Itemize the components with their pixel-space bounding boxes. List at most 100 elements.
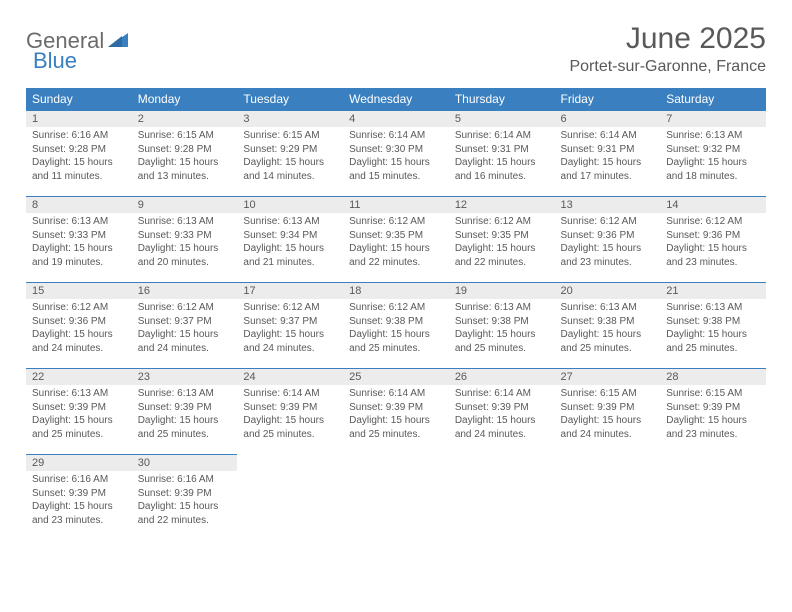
daylight-text: Daylight: 15 hours and 24 minutes.: [455, 414, 549, 441]
day-cell: 1 Sunrise: 6:16 AMSunset: 9:28 PMDaylight…: [26, 110, 132, 196]
sunset-text: Sunset: 9:33 PM: [32, 229, 126, 243]
weekday-header-row: Sunday Monday Tuesday Wednesday Thursday…: [26, 88, 766, 110]
sunset-text: Sunset: 9:28 PM: [138, 143, 232, 157]
day-cell: 19Sunrise: 6:13 AMSunset: 9:38 PMDayligh…: [449, 282, 555, 368]
day-number: 20: [555, 282, 661, 299]
sunrise-text: Sunrise: 6:14 AM: [455, 129, 549, 143]
day-number: 11: [343, 196, 449, 213]
day-info: Sunrise: 6:14 AMSunset: 9:31 PMDaylight:…: [561, 129, 655, 183]
sunrise-text: Sunrise: 6:13 AM: [138, 387, 232, 401]
sunset-text: Sunset: 9:28 PM: [32, 143, 126, 157]
day-number: 5: [449, 110, 555, 127]
daylight-text: Daylight: 15 hours and 25 minutes.: [561, 328, 655, 355]
day-cell: 29 Sunrise: 6:16 AMSunset: 9:39 PMDayligh…: [26, 454, 132, 540]
day-number: 27: [555, 368, 661, 385]
day-cell: 30Sunrise: 6:16 AMSunset: 9:39 PMDayligh…: [132, 454, 238, 540]
day-cell: 6Sunrise: 6:14 AMSunset: 9:31 PMDaylight…: [555, 110, 661, 196]
sunrise-text: Sunrise: 6:12 AM: [243, 301, 337, 315]
daylight-text: Daylight: 15 hours and 17 minutes.: [561, 156, 655, 183]
week-row: 15Sunrise: 6:12 AMSunset: 9:36 PMDayligh…: [26, 282, 766, 368]
daylight-text: Daylight: 15 hours and 15 minutes.: [349, 156, 443, 183]
sunset-text: Sunset: 9:39 PM: [349, 401, 443, 415]
day-cell: 27Sunrise: 6:15 AMSunset: 9:39 PMDayligh…: [555, 368, 661, 454]
day-info: Sunrise: 6:13 AMSunset: 9:38 PMDaylight:…: [455, 301, 549, 355]
daylight-text: Daylight: 15 hours and 24 minutes.: [138, 328, 232, 355]
sunset-text: Sunset: 9:30 PM: [349, 143, 443, 157]
daylight-text: Daylight: 15 hours and 22 minutes.: [455, 242, 549, 269]
day-cell: 21Sunrise: 6:13 AMSunset: 9:38 PMDayligh…: [660, 282, 766, 368]
day-cell: [343, 454, 449, 540]
sunset-text: Sunset: 9:35 PM: [455, 229, 549, 243]
daylight-text: Daylight: 15 hours and 25 minutes.: [243, 414, 337, 441]
day-info: Sunrise: 6:15 AMSunset: 9:39 PMDaylight:…: [666, 387, 760, 441]
daylight-text: Daylight: 15 hours and 19 minutes.: [32, 242, 126, 269]
sunrise-text: Sunrise: 6:15 AM: [138, 129, 232, 143]
week-row: 22Sunrise: 6:13 AMSunset: 9:39 PMDayligh…: [26, 368, 766, 454]
sunrise-text: Sunrise: 6:15 AM: [666, 387, 760, 401]
daylight-text: Daylight: 15 hours and 24 minutes.: [32, 328, 126, 355]
day-info: Sunrise: 6:12 AMSunset: 9:35 PMDaylight:…: [349, 215, 443, 269]
day-info: Sunrise: 6:13 AMSunset: 9:38 PMDaylight:…: [666, 301, 760, 355]
day-info: Sunrise: 6:13 AMSunset: 9:33 PMDaylight:…: [138, 215, 232, 269]
sunrise-text: Sunrise: 6:13 AM: [666, 301, 760, 315]
day-number: 10: [237, 196, 343, 213]
daylight-text: Daylight: 15 hours and 18 minutes.: [666, 156, 760, 183]
sunrise-text: Sunrise: 6:13 AM: [666, 129, 760, 143]
day-number: 24: [237, 368, 343, 385]
day-number: 14: [660, 196, 766, 213]
sunrise-text: Sunrise: 6:13 AM: [243, 215, 337, 229]
sunset-text: Sunset: 9:37 PM: [138, 315, 232, 329]
day-info: Sunrise: 6:12 AMSunset: 9:37 PMDaylight:…: [138, 301, 232, 355]
sunset-text: Sunset: 9:39 PM: [138, 487, 232, 501]
day-cell: 20 Sunrise: 6:13 AMSunset: 9:38 PMDayligh…: [555, 282, 661, 368]
sunset-text: Sunset: 9:38 PM: [666, 315, 760, 329]
day-cell: 26Sunrise: 6:14 AMSunset: 9:39 PMDayligh…: [449, 368, 555, 454]
day-cell: 10 Sunrise: 6:13 AMSunset: 9:34 PMDayligh…: [237, 196, 343, 282]
logo-word-2: Blue: [33, 48, 77, 73]
daylight-text: Daylight: 15 hours and 25 minutes.: [349, 414, 443, 441]
sunset-text: Sunset: 9:36 PM: [561, 229, 655, 243]
location: Portet-sur-Garonne, France: [569, 58, 766, 76]
day-number: 1: [26, 110, 132, 127]
day-cell: 16 Sunrise: 6:12 AMSunset: 9:37 PMDayligh…: [132, 282, 238, 368]
sunrise-text: Sunrise: 6:16 AM: [32, 473, 126, 487]
day-cell: 3Sunrise: 6:15 AMSunset: 9:29 PMDaylight…: [237, 110, 343, 196]
daylight-text: Daylight: 15 hours and 23 minutes.: [666, 242, 760, 269]
sunrise-text: Sunrise: 6:12 AM: [32, 301, 126, 315]
day-cell: 4Sunrise: 6:14 AMSunset: 9:30 PMDaylight…: [343, 110, 449, 196]
sunset-text: Sunset: 9:31 PM: [455, 143, 549, 157]
day-info: Sunrise: 6:14 AMSunset: 9:39 PMDaylight:…: [349, 387, 443, 441]
day-cell: 25Sunrise: 6:14 AMSunset: 9:39 PMDayligh…: [343, 368, 449, 454]
day-info: Sunrise: 6:16 AMSunset: 9:28 PMDaylight:…: [32, 129, 126, 183]
daylight-text: Daylight: 15 hours and 14 minutes.: [243, 156, 337, 183]
day-number: 7: [660, 110, 766, 127]
day-cell: 28Sunrise: 6:15 AMSunset: 9:39 PMDayligh…: [660, 368, 766, 454]
day-info: Sunrise: 6:16 AMSunset: 9:39 PMDaylight:…: [32, 473, 126, 527]
day-cell: 8Sunrise: 6:13 AMSunset: 9:33 PMDaylight…: [26, 196, 132, 282]
sunset-text: Sunset: 9:39 PM: [666, 401, 760, 415]
sunset-text: Sunset: 9:39 PM: [561, 401, 655, 415]
day-cell: 13Sunrise: 6:12 AMSunset: 9:36 PMDayligh…: [555, 196, 661, 282]
col-sunday: Sunday: [26, 88, 132, 110]
daylight-text: Daylight: 15 hours and 23 minutes.: [32, 500, 126, 527]
day-info: Sunrise: 6:12 AMSunset: 9:38 PMDaylight:…: [349, 301, 443, 355]
sunset-text: Sunset: 9:39 PM: [138, 401, 232, 415]
day-info: Sunrise: 6:13 AMSunset: 9:38 PMDaylight:…: [561, 301, 655, 355]
sunset-text: Sunset: 9:34 PM: [243, 229, 337, 243]
day-info: Sunrise: 6:12 AMSunset: 9:36 PMDaylight:…: [666, 215, 760, 269]
day-number: 12: [449, 196, 555, 213]
sunrise-text: Sunrise: 6:13 AM: [32, 387, 126, 401]
day-number: 29: [26, 454, 132, 471]
sunrise-text: Sunrise: 6:12 AM: [349, 301, 443, 315]
daylight-text: Daylight: 15 hours and 20 minutes.: [138, 242, 232, 269]
day-number: 17: [237, 282, 343, 299]
day-info: Sunrise: 6:13 AMSunset: 9:32 PMDaylight:…: [666, 129, 760, 183]
daylight-text: Daylight: 15 hours and 25 minutes.: [666, 328, 760, 355]
day-cell: 7 Sunrise: 6:13 AMSunset: 9:32 PMDaylight…: [660, 110, 766, 196]
sunset-text: Sunset: 9:38 PM: [561, 315, 655, 329]
col-friday: Friday: [555, 88, 661, 110]
day-cell: 5Sunrise: 6:14 AMSunset: 9:31 PMDaylight…: [449, 110, 555, 196]
daylight-text: Daylight: 15 hours and 21 minutes.: [243, 242, 337, 269]
day-info: Sunrise: 6:12 AMSunset: 9:36 PMDaylight:…: [561, 215, 655, 269]
day-number: 16: [132, 282, 238, 299]
